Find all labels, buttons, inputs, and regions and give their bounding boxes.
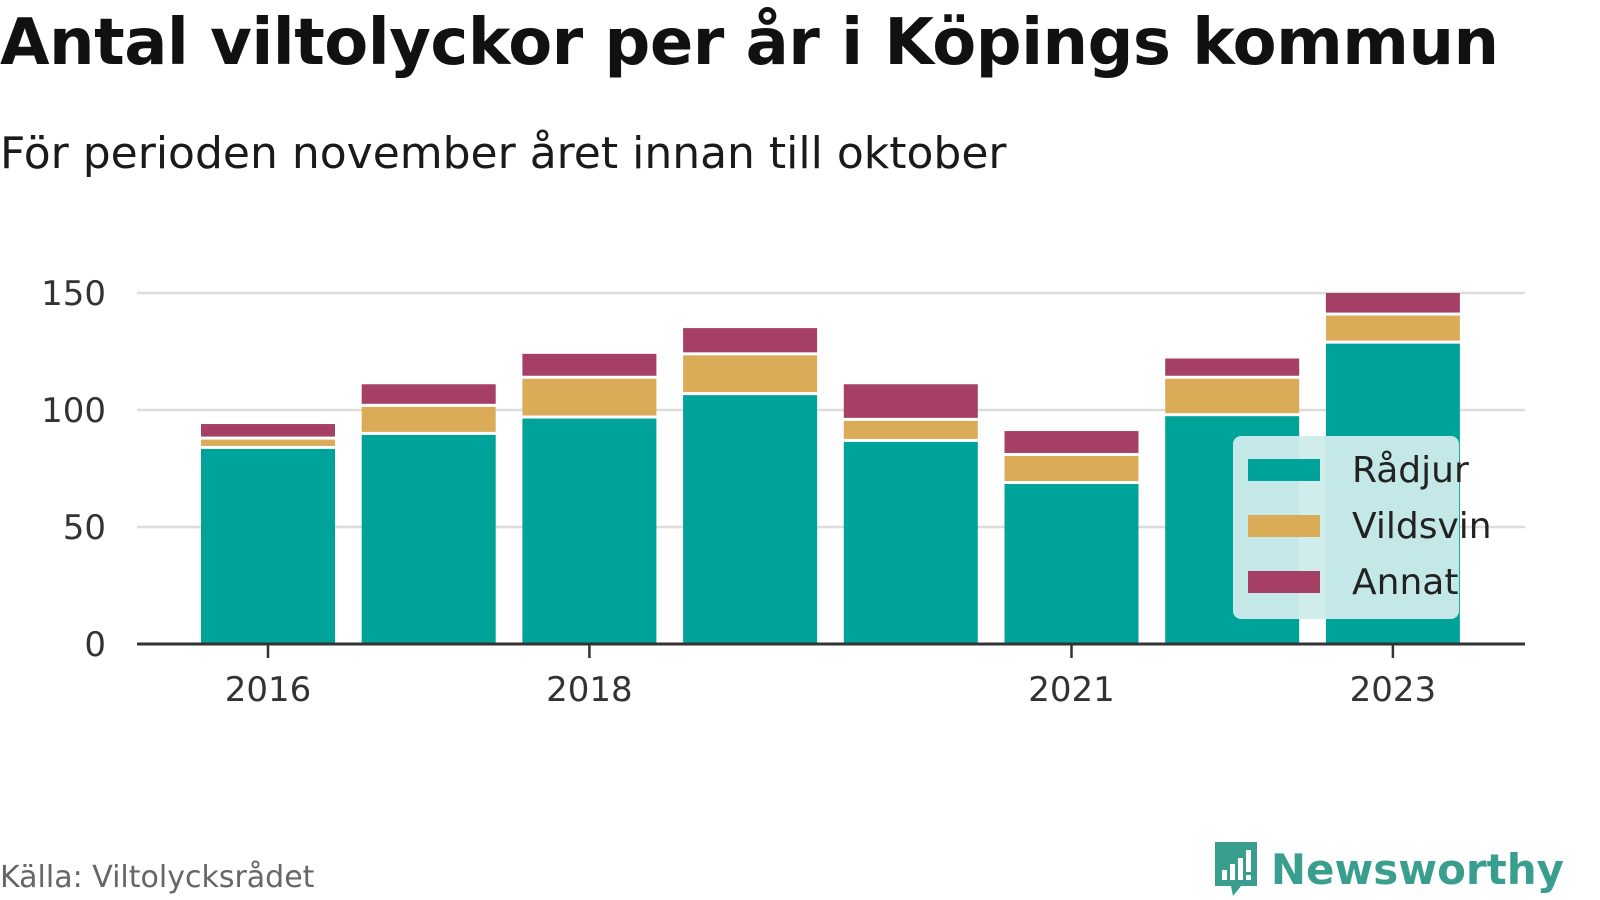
newsworthy-brand: Newsworthy	[1211, 840, 1564, 898]
chart-subtitle: För perioden november året innan till ok…	[0, 128, 1007, 179]
legend-swatch-annat	[1248, 571, 1320, 593]
bar-rådjur-2019	[683, 395, 818, 644]
bar-vildsvin-2021	[1004, 455, 1139, 482]
bar-rådjur-2020	[843, 441, 978, 644]
y-tick-label-150: 150	[41, 274, 106, 314]
chart-title: Antal viltolyckor per år i Köpings kommu…	[0, 6, 1499, 80]
bar-vildsvin-2020	[843, 420, 978, 439]
legend-label-annat: Annat	[1352, 562, 1458, 603]
brand-name: Newsworthy	[1270, 844, 1564, 894]
bar-vildsvin-2019	[683, 355, 818, 393]
y-tick-label-100: 100	[41, 391, 106, 431]
bar-annat-2022	[1165, 358, 1300, 376]
bar-rådjur-2021	[1004, 484, 1139, 644]
bar-rådjur-2017	[361, 434, 496, 644]
legend-swatch-rådjur	[1248, 459, 1320, 481]
source-note: Källa: Viltolycksrådet	[0, 860, 315, 895]
x-tick-label-2016: 2016	[225, 670, 312, 710]
legend-label-rådjur: Rådjur	[1352, 450, 1469, 491]
x-tick-label-2021: 2021	[1028, 670, 1115, 710]
bar-vildsvin-2022	[1165, 378, 1300, 414]
x-tick-label-2018: 2018	[546, 670, 633, 710]
y-tick-label-0: 0	[84, 625, 106, 665]
bar-vildsvin-2018	[522, 378, 657, 416]
bar-annat-2017	[361, 384, 496, 404]
bar-annat-2019	[683, 328, 818, 353]
bar-rådjur-2018	[522, 418, 657, 644]
bar-annat-2020	[843, 384, 978, 418]
bar-vildsvin-2017	[361, 406, 496, 432]
legend-label-vildsvin: Vildsvin	[1352, 506, 1492, 547]
x-tick-label-2023: 2023	[1350, 670, 1437, 710]
bar-annat-2018	[522, 353, 657, 376]
newsworthy-logo-icon	[1214, 842, 1257, 896]
bar-annat-2023	[1325, 293, 1460, 313]
y-tick-label-50: 50	[63, 508, 106, 548]
bar-vildsvin-2023	[1325, 315, 1460, 341]
bar-annat-2016	[201, 424, 335, 437]
bar-annat-2021	[1004, 431, 1139, 453]
bar-rådjur-2016	[201, 448, 335, 644]
bar-vildsvin-2016	[201, 439, 335, 446]
legend-swatch-vildsvin	[1248, 515, 1320, 537]
